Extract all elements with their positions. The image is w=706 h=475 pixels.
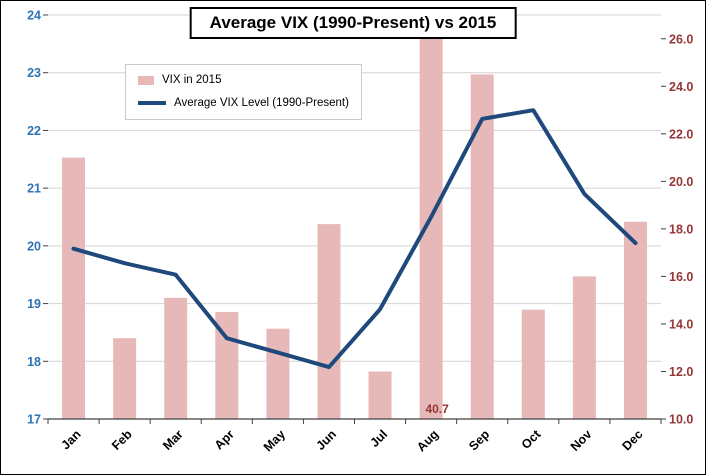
bar-jun [317, 224, 341, 419]
x-axis-label-jul: Jul [367, 427, 390, 450]
bar-jan [62, 157, 86, 419]
x-axis-label-sep: Sep [466, 427, 492, 453]
left-axis-label: 23 [27, 66, 41, 80]
right-axis-label: 18.0 [669, 222, 693, 236]
chart-title: Average VIX (1990-Present) vs 2015 [189, 7, 517, 39]
legend: VIX in 2015 Average VIX Level (1990-Pres… [125, 64, 362, 120]
left-axis-label: 20 [27, 239, 41, 253]
right-axis-label: 12.0 [669, 365, 693, 379]
annotation-40.7: 40.7 [425, 402, 449, 416]
right-axis-label: 14.0 [669, 317, 693, 331]
x-axis-label-may: May [261, 427, 288, 454]
x-axis-label-mar: Mar [160, 427, 186, 453]
right-axis-label: 16.0 [669, 270, 693, 284]
bar-may [266, 328, 290, 419]
average-vix-line [71, 108, 638, 370]
bar-nov [572, 276, 596, 419]
x-axis-label-nov: Nov [568, 427, 595, 454]
x-axis-label-aug: Aug [414, 427, 441, 454]
right-axis-label: 24.0 [669, 80, 693, 94]
bar-sep [470, 74, 494, 419]
bar-dec [623, 221, 647, 419]
bar-series-swatch [138, 75, 154, 85]
x-axis-label-jan: Jan [59, 427, 84, 452]
left-axis-label: 17 [27, 413, 41, 427]
x-axis-label-jun: Jun [313, 427, 339, 453]
right-axis-label: 22.0 [669, 127, 693, 141]
left-axis-label: 22 [27, 124, 41, 138]
right-axis-label: 20.0 [669, 175, 693, 189]
left-axis-label: 21 [27, 182, 41, 196]
x-axis-label-dec: Dec [619, 427, 645, 453]
line-series-swatch [138, 101, 166, 105]
right-axis-label: 10.0 [669, 413, 693, 427]
bar-feb [113, 338, 137, 419]
x-axis-label-apr: Apr [212, 427, 237, 452]
left-axis-label: 19 [27, 297, 41, 311]
bar-jul [368, 371, 392, 419]
legend-label-average-vix: Average VIX Level (1990-Present) [174, 97, 349, 109]
left-axis-label: 24 [27, 9, 41, 23]
left-axis-label: 18 [27, 355, 41, 369]
x-axis-label-oct: Oct [519, 427, 544, 452]
legend-item-vix-2015: VIX in 2015 [138, 74, 349, 86]
legend-item-average-vix: Average VIX Level (1990-Present) [138, 97, 349, 109]
legend-label-vix-2015: VIX in 2015 [162, 74, 222, 86]
bar-mar [164, 297, 188, 419]
right-axis-label: 26.0 [669, 32, 693, 46]
x-axis-label-feb: Feb [109, 427, 135, 453]
bar-oct [521, 309, 545, 419]
